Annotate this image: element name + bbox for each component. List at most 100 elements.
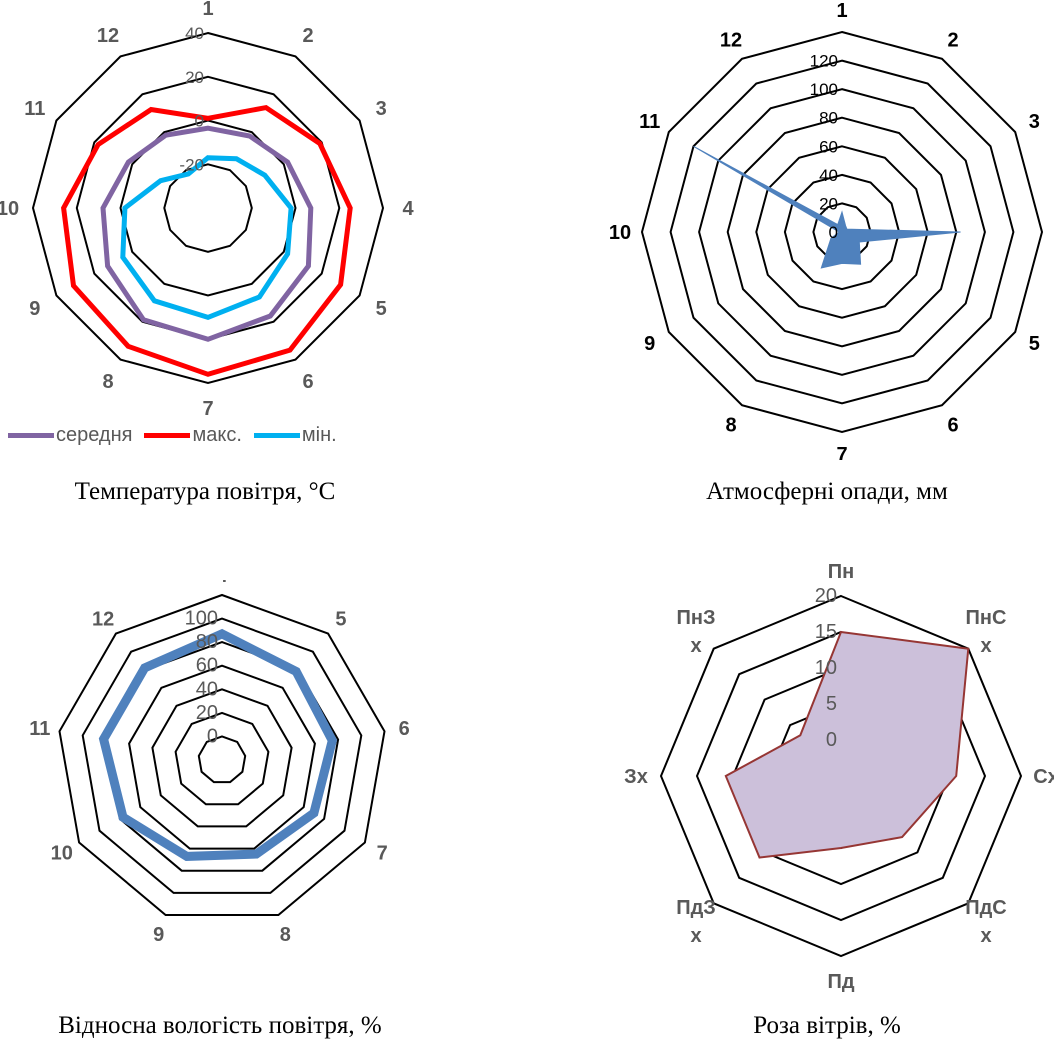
category-label: 12 (97, 25, 119, 47)
tick-label: -20 (179, 155, 204, 174)
tick-label: 0 (207, 725, 218, 747)
legend-label: макс. (192, 424, 242, 446)
tick-label: 60 (819, 137, 838, 156)
category-label: 5 (1029, 333, 1040, 355)
legend-item-avg: середня (8, 424, 132, 447)
category-label: 12 (92, 608, 114, 630)
chart-caption: Температура повітря, °C (74, 478, 336, 505)
category-label: Пд (827, 971, 854, 993)
tick-label: 40 (185, 24, 204, 43)
category-label: 6 (302, 371, 313, 393)
category-label: 3 (1029, 111, 1040, 133)
grid-ring (119, 119, 297, 297)
legend-label: мін. (301, 424, 337, 446)
category-label: 7 (836, 444, 847, 460)
grid-ring (58, 593, 386, 916)
precipitation-radar: 020406080100120123456789101112 (609, 0, 1044, 460)
category-label: 3 (376, 98, 387, 120)
category-label: Зх (624, 766, 648, 788)
category-label: 12 (720, 30, 742, 52)
legend-label: середня (56, 424, 133, 446)
tick-label: 60 (196, 655, 218, 677)
legend-swatch (8, 433, 54, 438)
tick-label: 5 (826, 693, 837, 715)
gridlines (31, 31, 385, 385)
category-label: 4 (402, 198, 414, 220)
legend-item-min: мін. (253, 424, 337, 447)
category-label: 11 (639, 111, 660, 133)
category-label: 9 (153, 924, 164, 946)
series-line (98, 628, 338, 861)
tick-label: 80 (819, 109, 838, 128)
chart-caption: Відносна вологість повітря, % (58, 1012, 382, 1039)
grid-ring (640, 30, 1044, 434)
category-label: Сх (1033, 766, 1054, 788)
grid-ring (174, 711, 270, 806)
tick-label: 20 (819, 194, 838, 213)
tick-label: 100 (185, 608, 218, 630)
grid-ring (163, 163, 253, 253)
chart-legend: середня макс. мін. (8, 424, 349, 447)
category-label: 9 (644, 333, 655, 355)
category-label: ПдЗ х (676, 897, 716, 947)
legend-swatch (253, 433, 300, 438)
category-label: 4 (216, 580, 228, 587)
category-label: 2 (947, 30, 958, 52)
grid-ring (128, 664, 316, 850)
category-label: 11 (29, 718, 50, 740)
category-label: 10 (51, 843, 73, 865)
tick-label: 40 (819, 166, 838, 185)
category-label: 10 (0, 198, 19, 220)
tick-label: 0 (829, 223, 838, 242)
grid-ring (659, 594, 1023, 958)
tick-label: 40 (196, 678, 218, 700)
tick-label: 15 (815, 621, 837, 643)
category-label: 6 (399, 718, 410, 740)
chart-caption: Роза вітрів, % (753, 1012, 901, 1039)
category-label: Пн (828, 561, 854, 583)
category-label: 5 (376, 298, 387, 320)
grid-ring (151, 688, 293, 828)
category-label: ПнС х (966, 607, 1007, 657)
tick-label: 100 (810, 80, 838, 99)
tick-label: 20 (185, 68, 204, 87)
category-label: 6 (947, 414, 958, 436)
category-label: 8 (280, 924, 291, 946)
tick-label: 0 (826, 729, 837, 751)
category-label: ПдС х (965, 897, 1007, 947)
category-label: 7 (202, 398, 213, 420)
wind-rose-chart: 0 5 10 15 20 Пн ПнС х Сх ПдС х Пд ПдЗ х Зх ПнЗ х Роза ві… (600, 540, 1054, 1063)
series-area (724, 630, 970, 859)
tick-label: 0 (195, 112, 204, 131)
grid-ring (197, 735, 247, 784)
grid-ring (81, 617, 363, 894)
grid-ring (31, 31, 385, 385)
category-label: 5 (335, 608, 346, 630)
series-line (100, 125, 314, 342)
category-label: 7 (377, 843, 388, 865)
category-label: 11 (24, 98, 45, 120)
precipitation-chart: 020406080100120123456789101112 Атмосферн… (600, 0, 1054, 530)
category-label: 1 (202, 0, 213, 20)
tick-label: 20 (196, 702, 218, 724)
category-label: 2 (302, 25, 313, 47)
category-label: 8 (102, 371, 113, 393)
series-area (693, 145, 961, 269)
category-label: 8 (725, 414, 736, 436)
tick-label: 80 (196, 631, 218, 653)
category-label: ПнЗ х (677, 607, 716, 657)
legend-item-max: макс. (144, 424, 242, 447)
category-label: 10 (609, 222, 631, 244)
tick-label: 120 (810, 52, 838, 71)
tick-label: 20 (815, 585, 837, 607)
series-line (61, 104, 353, 377)
category-label: 9 (29, 298, 40, 320)
temperature-chart: -20 0 20 40 1 2 3 4 5 6 7 8 9 10 11 12 середня макс. мі… (0, 0, 527, 505)
category-label: 1 (836, 0, 847, 22)
series-line (120, 155, 294, 321)
tick-label: 10 (815, 657, 837, 679)
